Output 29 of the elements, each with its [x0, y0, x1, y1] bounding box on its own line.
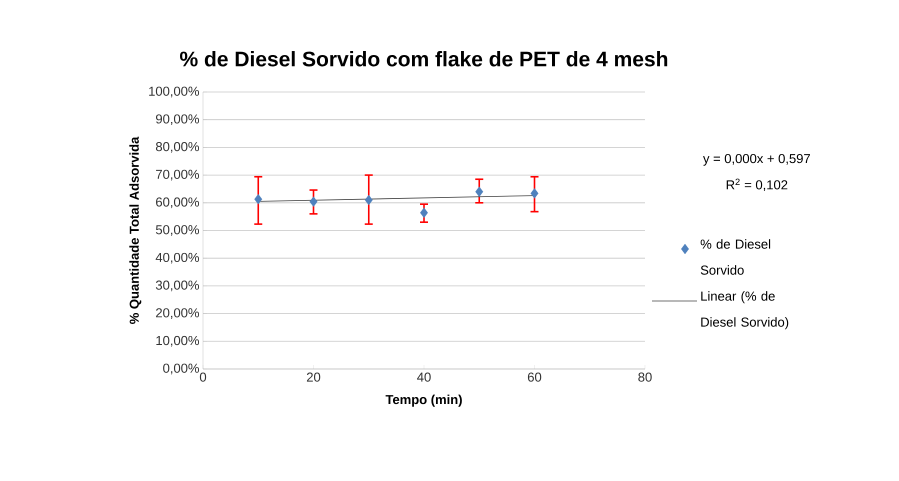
y-tick-label: 40,00% [156, 252, 200, 264]
point [254, 194, 262, 204]
x-tick-label: 60 [528, 372, 542, 382]
y-tick-label: 0,00% [163, 364, 200, 374]
point [420, 208, 428, 218]
y-tick-label: 90,00% [156, 114, 200, 126]
y-tick-label: 30,00% [156, 280, 200, 292]
y-tick-label: 80,00% [156, 142, 200, 153]
legend-label: Linear (% de Diesel Sorvido) [701, 291, 788, 330]
y-tick-label: 70,00% [156, 170, 200, 180]
point [364, 194, 373, 206]
x-axis-title: Tempo (min) [386, 394, 462, 407]
x-tick-label: 40 [417, 372, 431, 382]
y-axis-title: % Quantidade Total Adsorvida [129, 136, 142, 324]
point [310, 196, 318, 207]
point [475, 186, 484, 197]
chart-title: % de Diesel Sorvido com flake de PET de 4 mesh [180, 51, 668, 66]
y-tick-label: 50,00% [156, 225, 200, 236]
x-tick-label: 20 [306, 372, 320, 382]
text: % de Diesel Sorvido [700, 239, 770, 275]
y-tick-label: 10,00% [156, 336, 200, 347]
y-tick-label: 60,00% [156, 197, 200, 208]
y-tick-label: 20,00% [156, 308, 200, 319]
x-tick-label: 0 [200, 372, 206, 382]
y-tick-label: 100,00% [149, 86, 200, 98]
text: R$^{2}$ = 0,102 [726, 178, 788, 191]
x-tick-label: 80 [638, 372, 652, 382]
point [530, 188, 538, 199]
text: y = 0,000x + 0,597 [703, 154, 810, 166]
